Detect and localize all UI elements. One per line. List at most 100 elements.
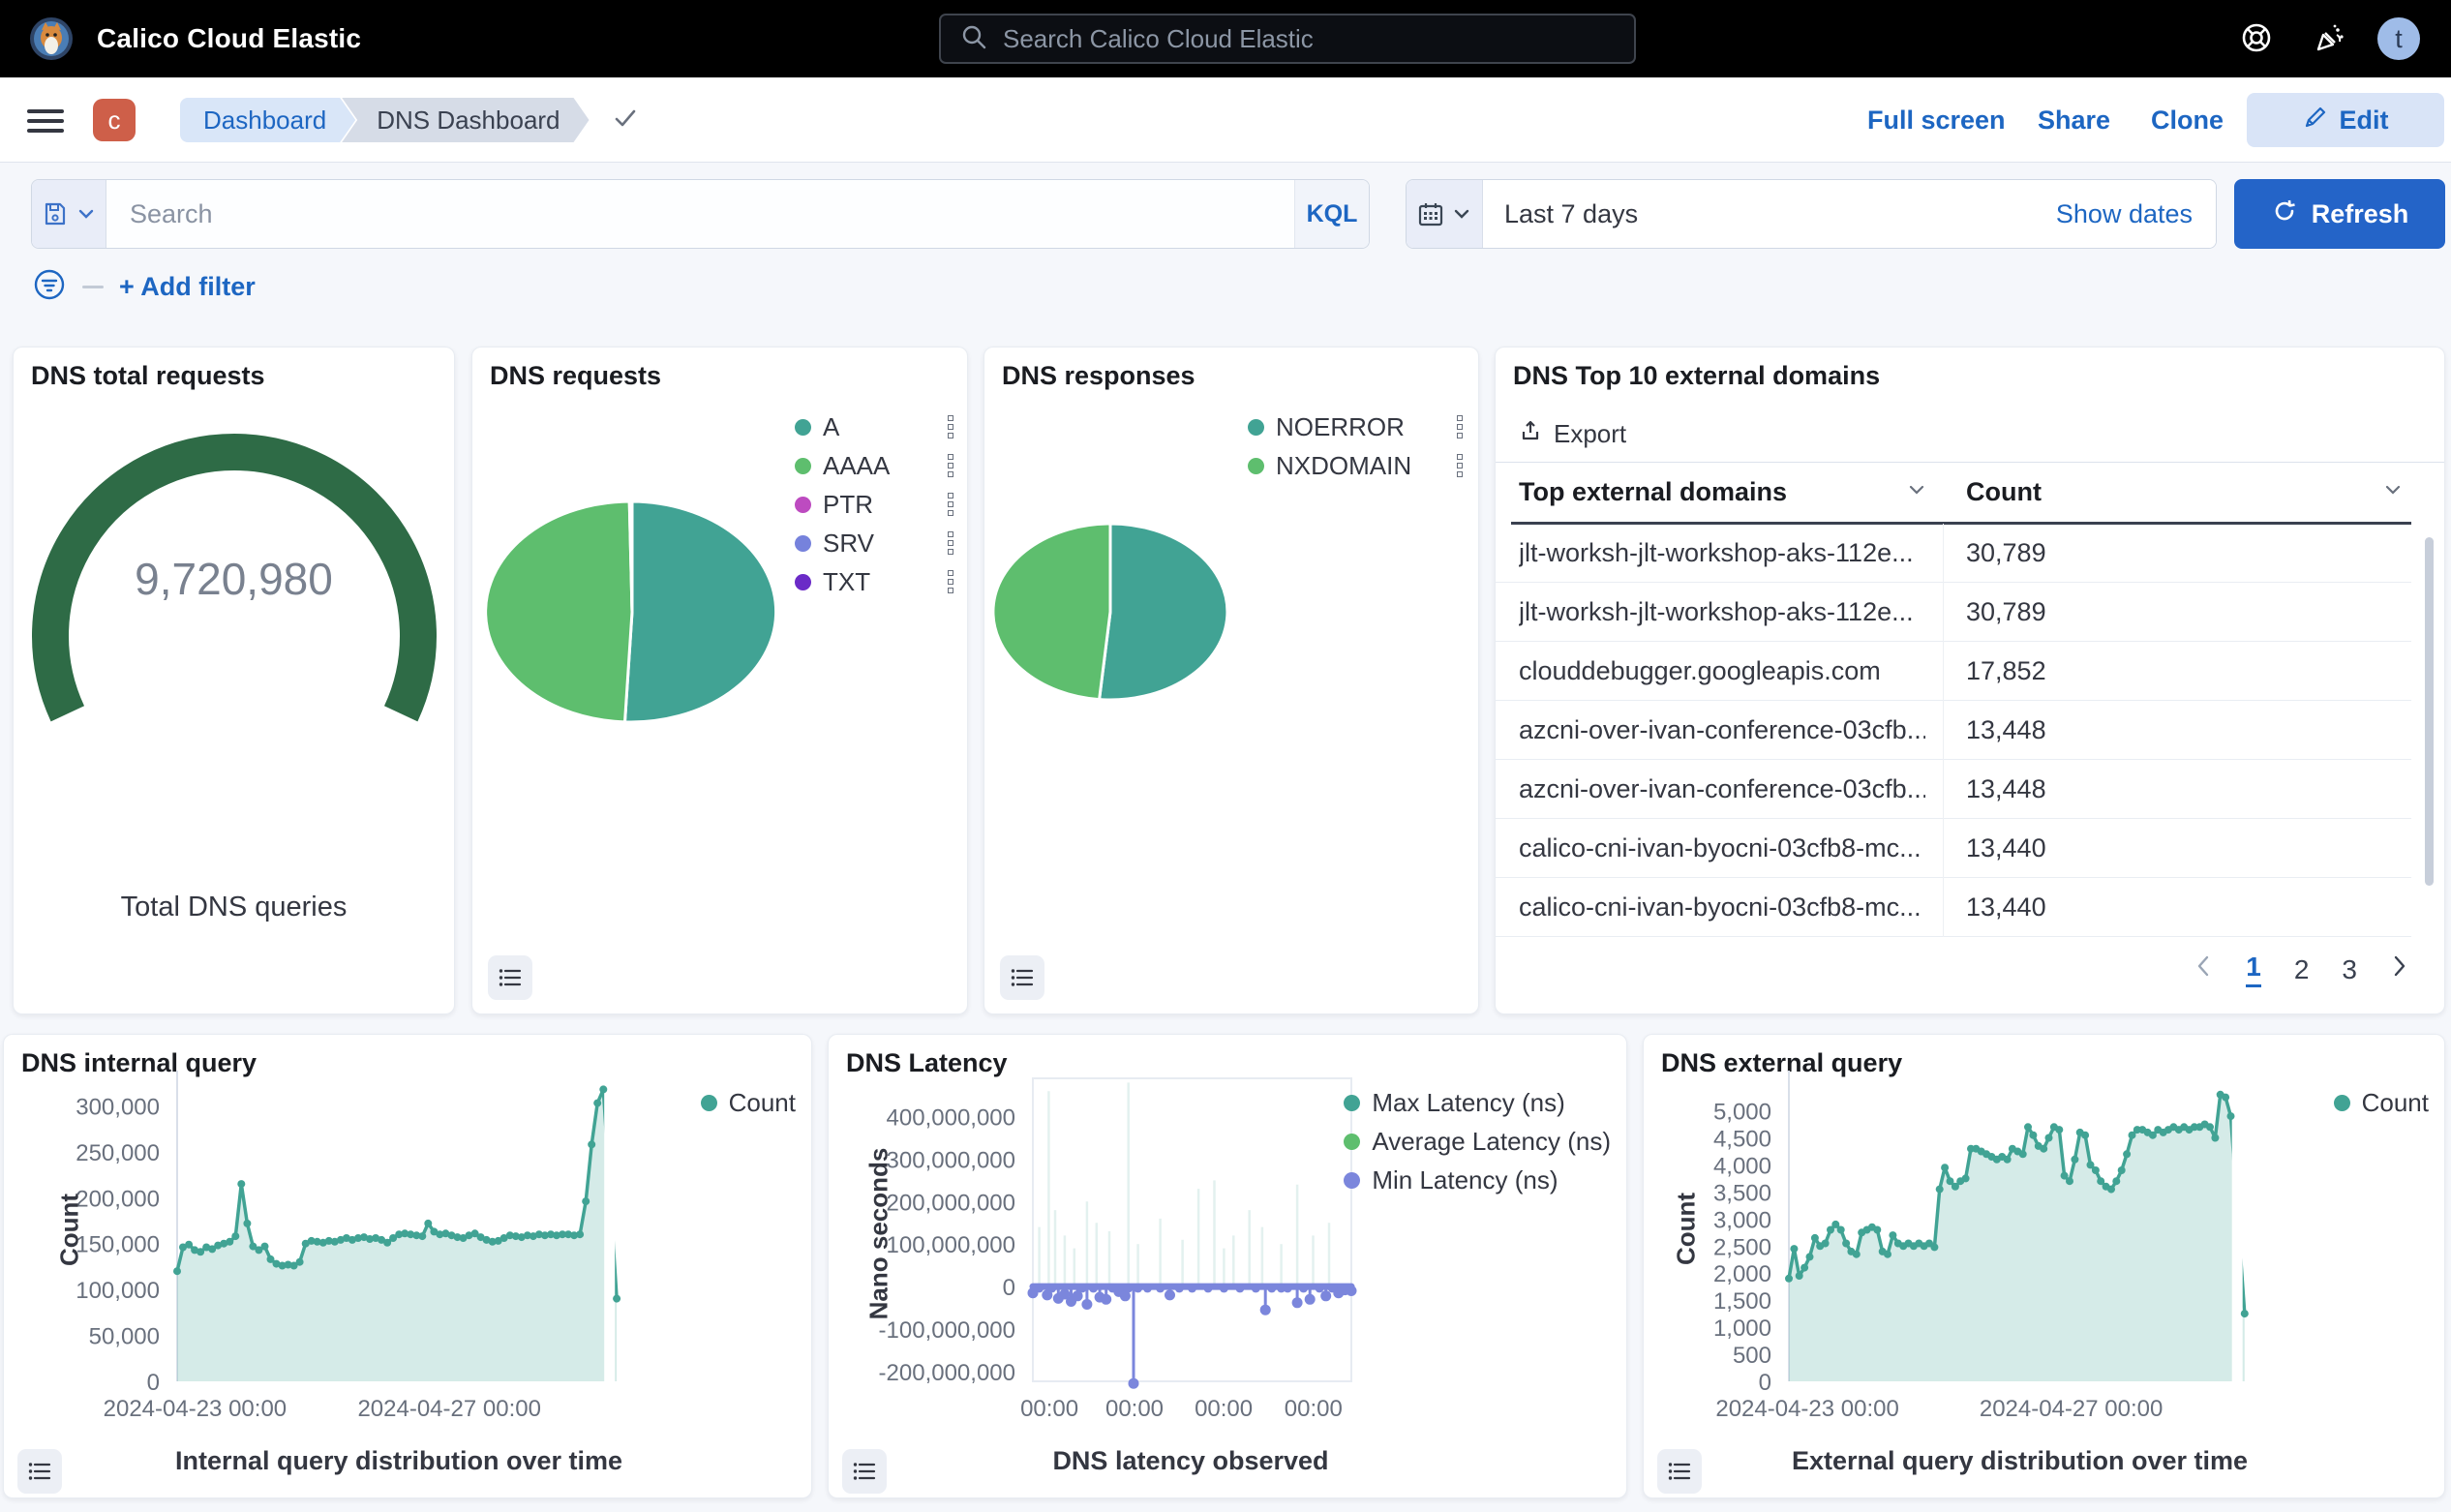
table-row[interactable]: calico-cni-ivan-byocni-03cfb8-mc... 13,44… — [1496, 819, 2411, 878]
legend-item-count[interactable]: Count — [700, 1083, 796, 1122]
legend-item-noerror[interactable]: NOERROR — [1248, 408, 1463, 446]
table-row[interactable]: calico-cni-ivan-byocni-03cfb8-mc... 13,44… — [1496, 878, 2411, 937]
global-header: Calico Cloud Elastic t — [0, 0, 2451, 77]
refresh-icon — [2271, 197, 2298, 231]
user-avatar[interactable]: t — [2377, 17, 2420, 60]
page-button-3[interactable]: 3 — [2342, 953, 2357, 984]
dashboard-navbar: c Dashboard DNS Dashboard Full screen Sh… — [0, 77, 2451, 163]
show-dates-button[interactable]: Show dates — [2055, 180, 2216, 248]
chevron-down-icon — [1906, 477, 1927, 507]
dns-latency-chart: 400,000,000 300,000,000 200,000,000 100,000… — [879, 1077, 1357, 1422]
time-picker: Last 7 days Show dates — [1406, 179, 2217, 249]
svg-text:100,000: 100,000 — [76, 1278, 160, 1304]
global-search[interactable] — [939, 14, 1636, 64]
dns-responses-pie-chart — [991, 522, 1229, 702]
svg-text:200,000: 200,000 — [76, 1186, 160, 1212]
refresh-button[interactable]: Refresh — [2234, 179, 2445, 249]
panel-list-button[interactable] — [1657, 1449, 1702, 1494]
chevron-down-icon — [78, 209, 94, 219]
pencil-icon — [2303, 105, 2328, 136]
menu-icon[interactable] — [27, 104, 64, 136]
column-divider — [1943, 524, 1944, 937]
breadcrumb-current[interactable]: DNS Dashboard — [342, 98, 589, 142]
legend-actions-icon[interactable] — [934, 454, 953, 477]
chart-legend: Count — [700, 1083, 796, 1122]
breadcrumb-dashboard[interactable]: Dashboard — [180, 98, 355, 142]
legend-actions-icon[interactable] — [934, 531, 953, 555]
svg-text:0: 0 — [1759, 1370, 1771, 1396]
legend-item-txt[interactable]: TXT — [795, 562, 953, 601]
panel-list-button[interactable] — [17, 1449, 62, 1494]
share-button[interactable]: Share — [2038, 106, 2111, 135]
table-scrollbar[interactable] — [2425, 537, 2434, 886]
panel-title: DNS internal query — [21, 1048, 257, 1077]
page-button-2[interactable]: 2 — [2293, 953, 2310, 984]
next-page-icon[interactable] — [2390, 953, 2409, 985]
legend-item-min-latency[interactable]: Min Latency (ns) — [1344, 1161, 1611, 1199]
legend-actions-icon[interactable] — [934, 570, 953, 593]
pagination: 1 2 3 — [2194, 952, 2409, 987]
check-icon[interactable] — [611, 104, 640, 137]
legend-item-aaaa[interactable]: AAAA — [795, 446, 953, 485]
x-axis-title: DNS latency observed — [1052, 1446, 1329, 1475]
panel-dns-responses: DNS responses NOERROR NXDOMAIN — [983, 347, 1479, 1014]
legend-actions-icon[interactable] — [1443, 454, 1463, 477]
help-icon[interactable] — [2240, 21, 2275, 56]
app-title: Calico Cloud Elastic — [97, 23, 362, 53]
table-row[interactable]: jlt-worksh-jlt-workshop-aks-112e... 30,78… — [1496, 524, 2411, 583]
column-header-count[interactable]: Count — [1966, 462, 2404, 522]
table-row[interactable]: azcni-over-ivan-conference-03cfb... 13,44… — [1496, 701, 2411, 760]
svg-text:100,000,000: 100,000,000 — [887, 1232, 1015, 1258]
legend-item-average-latency[interactable]: Average Latency (ns) — [1344, 1122, 1611, 1161]
kql-language-button[interactable]: KQL — [1294, 180, 1369, 248]
svg-text:200,000,000: 200,000,000 — [887, 1190, 1015, 1216]
edit-button[interactable]: Edit — [2247, 93, 2444, 147]
legend-item-srv[interactable]: SRV — [795, 524, 953, 562]
svg-text:1,000: 1,000 — [1713, 1315, 1771, 1342]
panel-list-button[interactable] — [842, 1449, 887, 1494]
table-row[interactable]: jlt-worksh-jlt-workshop-aks-112e... 30,78… — [1496, 583, 2411, 642]
time-range-value[interactable]: Last 7 days — [1483, 180, 2056, 248]
table-header-rule — [1511, 522, 2411, 525]
kql-search-input[interactable] — [106, 180, 1294, 248]
x-axis-title: External query distribution over time — [1791, 1446, 2249, 1475]
calendar-icon — [1418, 203, 1443, 227]
legend-item-max-latency[interactable]: Max Latency (ns) — [1344, 1083, 1611, 1122]
svg-text:3,500: 3,500 — [1713, 1180, 1771, 1206]
legend-actions-icon[interactable] — [934, 493, 953, 516]
filter-icon[interactable] — [32, 267, 67, 307]
panel-list-button[interactable] — [488, 955, 532, 1000]
svg-text:2024-04-27 00:00: 2024-04-27 00:00 — [357, 1396, 541, 1422]
calendar-menu-button[interactable] — [1407, 180, 1483, 248]
svg-text:4,500: 4,500 — [1713, 1127, 1771, 1153]
svg-text:2,500: 2,500 — [1713, 1234, 1771, 1260]
previous-page-icon[interactable] — [2194, 953, 2213, 985]
saved-query-menu-button[interactable] — [32, 180, 106, 248]
table-row[interactable]: azcni-over-ivan-conference-03cfb... 13,44… — [1496, 760, 2411, 819]
export-button[interactable]: Export — [1519, 419, 1626, 449]
full-screen-button[interactable]: Full screen — [1867, 106, 2006, 135]
panel-title: DNS responses — [1002, 361, 1195, 390]
table-row[interactable]: clouddebugger.googleapis.com 17,852 — [1496, 642, 2411, 701]
legend-item-a[interactable]: A — [795, 408, 953, 446]
legend-actions-icon[interactable] — [1443, 415, 1463, 438]
search-icon — [960, 23, 987, 55]
add-filter-button[interactable]: + Add filter — [119, 271, 256, 301]
svg-text:5,000: 5,000 — [1713, 1100, 1771, 1126]
filter-divider — [82, 285, 104, 288]
app-logo-icon[interactable] — [29, 16, 74, 61]
panel-top-external-domains: DNS Top 10 external domains Export Top e… — [1495, 347, 2445, 1014]
news-feed-icon[interactable] — [2312, 21, 2346, 56]
panel-list-button[interactable] — [1000, 955, 1044, 1000]
space-badge[interactable]: c — [93, 99, 136, 141]
legend-item-nxdomain[interactable]: NXDOMAIN — [1248, 446, 1463, 485]
clone-button[interactable]: Clone — [2151, 106, 2224, 135]
global-search-input[interactable] — [1001, 22, 1634, 55]
page-button-1[interactable]: 1 — [2246, 952, 2261, 987]
legend-actions-icon[interactable] — [934, 415, 953, 438]
legend-item-ptr[interactable]: PTR — [795, 485, 953, 524]
column-header-domains[interactable]: Top external domains — [1519, 462, 1927, 522]
legend-item-count[interactable]: Count — [2333, 1083, 2429, 1122]
svg-text:2024-04-23 00:00: 2024-04-23 00:00 — [104, 1396, 287, 1422]
